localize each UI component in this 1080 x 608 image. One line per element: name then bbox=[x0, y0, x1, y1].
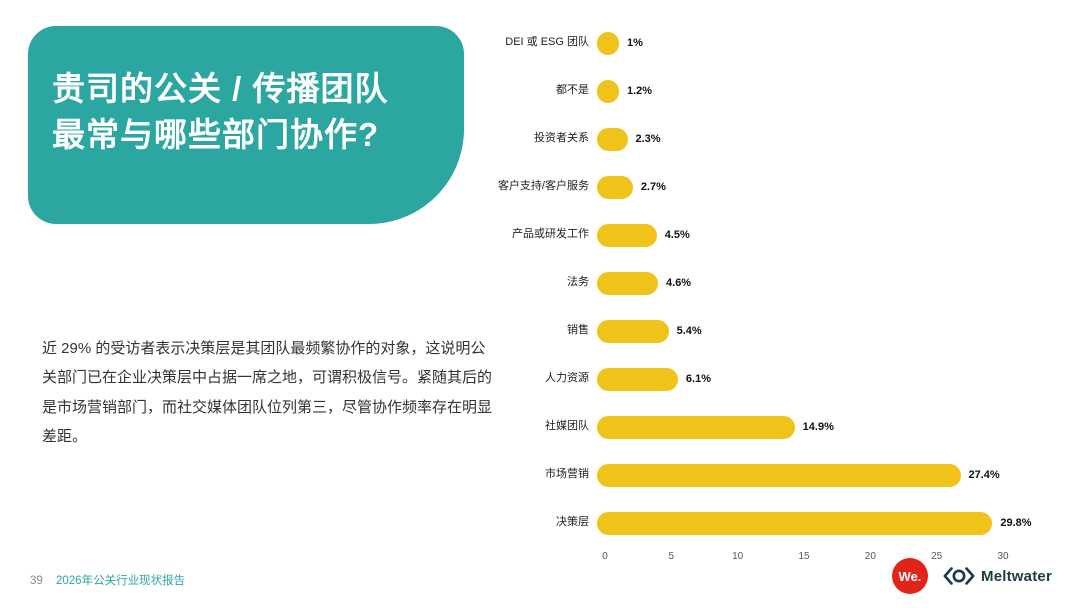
category-label: 社媒团队 bbox=[545, 420, 589, 433]
x-axis-tick: 25 bbox=[931, 551, 943, 562]
x-axis-tick: 10 bbox=[732, 551, 744, 562]
title-card: 贵司的公关 / 传播团队 最常与哪些部门协作? bbox=[28, 26, 464, 224]
footer: 39 2026年公关行业现状报告 bbox=[30, 572, 185, 588]
bar-row: 产品或研发工作 4.5% bbox=[462, 211, 1067, 259]
bar-rows: DEI 或 ESG 团队 1% 都不是 1.2% 投资者关系 2.3% 客户支持/客户服务 2… bbox=[462, 19, 1067, 547]
bar bbox=[597, 31, 619, 55]
meltwater-logo: Meltwater bbox=[942, 566, 1052, 586]
x-axis-tick: 20 bbox=[864, 551, 876, 562]
footer-logos: We. Meltwater bbox=[892, 558, 1052, 594]
bar-row: 销售 5.4% bbox=[462, 307, 1067, 355]
bar-row: 社媒团队 14.9% bbox=[462, 403, 1067, 451]
category-label: 都不是 bbox=[556, 84, 589, 97]
bar-track: 27.4% bbox=[597, 463, 1067, 487]
page-number: 39 bbox=[30, 575, 43, 587]
x-axis-tick: 30 bbox=[997, 551, 1009, 562]
bar-value-label: 14.9% bbox=[802, 421, 834, 433]
category-label: 决策层 bbox=[556, 516, 589, 529]
bar-row: 市场营销 27.4% bbox=[462, 451, 1067, 499]
bar bbox=[597, 319, 669, 343]
category-label: 人力资源 bbox=[545, 372, 589, 385]
bar bbox=[597, 511, 993, 535]
bar-value-label: 2.7% bbox=[640, 181, 666, 193]
bar-value-label: 5.4% bbox=[676, 325, 702, 337]
bar bbox=[597, 463, 961, 487]
bar-row: 人力资源 6.1% bbox=[462, 355, 1067, 403]
bar-track: 2.3% bbox=[597, 127, 1067, 151]
report-title: 2026年公关行业现状报告 bbox=[56, 575, 186, 587]
bar-value-label: 6.1% bbox=[685, 373, 711, 385]
bar bbox=[597, 79, 619, 103]
x-axis-tick: 0 bbox=[602, 551, 608, 562]
bar-row: 投资者关系 2.3% bbox=[462, 115, 1067, 163]
category-label: DEI 或 ESG 团队 bbox=[505, 36, 589, 49]
x-axis-tick: 15 bbox=[798, 551, 810, 562]
bar-value-label: 1.2% bbox=[627, 85, 653, 97]
bar bbox=[597, 175, 633, 199]
category-label: 产品或研发工作 bbox=[512, 228, 589, 241]
bar-chart: DEI 或 ESG 团队 1% 都不是 1.2% 投资者关系 2.3% 客户支持/客户服务 2… bbox=[462, 19, 1067, 565]
we-logo-text: We. bbox=[898, 568, 922, 584]
bar-track: 6.1% bbox=[597, 367, 1067, 391]
meltwater-wordmark: Meltwater bbox=[981, 567, 1052, 585]
bar-value-label: 2.3% bbox=[635, 133, 661, 145]
bar-row: DEI 或 ESG 团队 1% bbox=[462, 19, 1067, 67]
bar bbox=[597, 223, 657, 247]
we-logo: We. bbox=[892, 558, 928, 594]
bar bbox=[597, 415, 795, 439]
bar-value-label: 1% bbox=[627, 37, 643, 49]
page-title-line2: 最常与哪些部门协作? bbox=[52, 115, 380, 153]
bar-track: 5.4% bbox=[597, 319, 1067, 343]
x-axis-tick: 5 bbox=[668, 551, 675, 562]
bar-value-label: 29.8% bbox=[1000, 517, 1032, 529]
page-title-line1: 贵司的公关 / 传播团队 bbox=[52, 70, 389, 107]
bar-track: 4.6% bbox=[597, 271, 1067, 295]
bar-value-label: 4.6% bbox=[666, 277, 692, 289]
bar-row: 客户支持/客户服务 2.7% bbox=[462, 163, 1067, 211]
meltwater-icon bbox=[943, 567, 975, 585]
category-label: 法务 bbox=[567, 276, 589, 289]
summary-paragraph: 近 29% 的受访者表示决策层是其团队最频繁协作的对象，这说明公关部门已在企业决… bbox=[42, 340, 493, 445]
bar-value-label: 4.5% bbox=[664, 229, 690, 241]
bar-track: 14.9% bbox=[597, 415, 1067, 439]
bar-row: 决策层 29.8% bbox=[462, 499, 1067, 547]
bar-row: 都不是 1.2% bbox=[462, 67, 1067, 115]
bar-track: 29.8% bbox=[597, 511, 1067, 535]
bar bbox=[597, 367, 678, 391]
category-label: 销售 bbox=[567, 324, 589, 337]
bar-track: 1.2% bbox=[597, 79, 1067, 103]
category-label: 客户支持/客户服务 bbox=[497, 180, 589, 193]
bar bbox=[597, 271, 659, 295]
category-label: 市场营销 bbox=[545, 468, 589, 481]
bar-track: 4.5% bbox=[597, 223, 1067, 247]
bar bbox=[597, 127, 628, 151]
bar-track: 2.7% bbox=[597, 175, 1067, 199]
x-axis: 0 5 10 15 20 25 30 bbox=[602, 551, 1067, 565]
page-title: 贵司的公关 / 传播团队 最常与哪些部门协作? bbox=[28, 26, 464, 157]
bar-value-label: 27.4% bbox=[968, 469, 1000, 481]
category-label: 投资者关系 bbox=[534, 132, 589, 145]
bar-row: 法务 4.6% bbox=[462, 259, 1067, 307]
bar-track: 1% bbox=[597, 31, 1067, 55]
